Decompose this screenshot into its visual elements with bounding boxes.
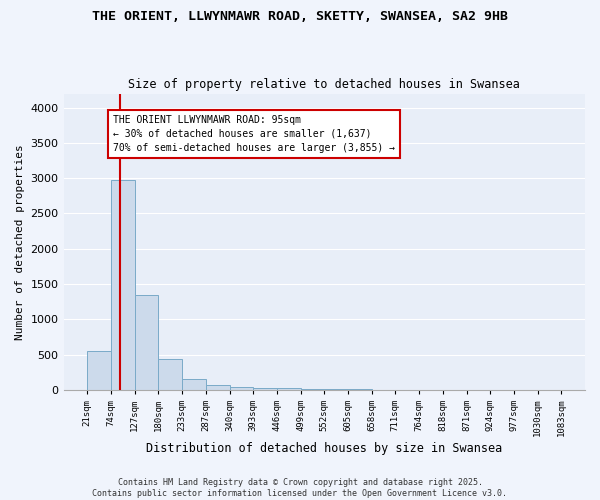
- Bar: [277, 388, 301, 390]
- Bar: [230, 387, 253, 390]
- Bar: [253, 388, 277, 390]
- Bar: [134, 296, 158, 390]
- Bar: [87, 351, 111, 390]
- Text: THE ORIENT LLWYNMAWR ROAD: 95sqm
← 30% of detached houses are smaller (1,637)
70: THE ORIENT LLWYNMAWR ROAD: 95sqm ← 30% o…: [113, 114, 395, 152]
- Y-axis label: Number of detached properties: Number of detached properties: [15, 144, 25, 340]
- Text: Contains HM Land Registry data © Crown copyright and database right 2025.
Contai: Contains HM Land Registry data © Crown c…: [92, 478, 508, 498]
- Text: THE ORIENT, LLWYNMAWR ROAD, SKETTY, SWANSEA, SA2 9HB: THE ORIENT, LLWYNMAWR ROAD, SKETTY, SWAN…: [92, 10, 508, 23]
- Bar: [182, 379, 206, 390]
- Bar: [111, 180, 134, 390]
- Bar: [158, 360, 182, 390]
- Title: Size of property relative to detached houses in Swansea: Size of property relative to detached ho…: [128, 78, 520, 91]
- Bar: [301, 389, 324, 390]
- Bar: [206, 384, 230, 390]
- X-axis label: Distribution of detached houses by size in Swansea: Distribution of detached houses by size …: [146, 442, 502, 455]
